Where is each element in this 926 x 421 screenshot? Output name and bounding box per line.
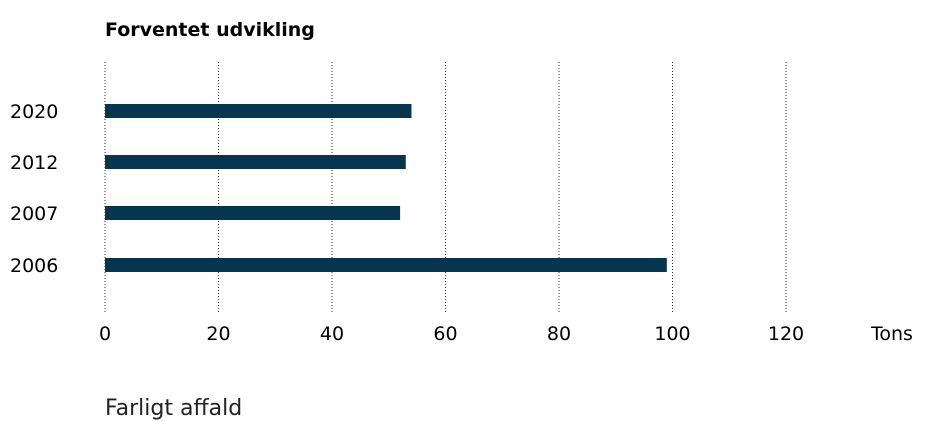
- x-tick-label: 40: [320, 323, 344, 345]
- gridlines: [104, 62, 787, 312]
- x-unit-label: Tons: [870, 323, 913, 345]
- chart-title: Forventet udvikling: [105, 19, 315, 41]
- category-labels: 2020 2012 2007 2006: [10, 101, 58, 277]
- category-label: 2007: [10, 203, 58, 225]
- bar-2006: [105, 258, 667, 272]
- bar-2007: [105, 206, 401, 220]
- bar-2020: [105, 104, 412, 118]
- x-tick-label: 80: [547, 323, 571, 345]
- bars: [105, 104, 667, 272]
- category-label: 2006: [10, 255, 58, 277]
- bar-2012: [105, 155, 406, 169]
- x-tick-labels: 0 20 40 60 80 100 120: [99, 323, 804, 345]
- x-tick-label: 60: [433, 323, 457, 345]
- x-tick-label: 100: [654, 323, 690, 345]
- caption: Farligt affald: [105, 396, 243, 421]
- x-tick-label: 20: [206, 323, 230, 345]
- category-label: 2012: [10, 152, 58, 174]
- x-tick-label: 0: [99, 323, 111, 345]
- x-tick-label: 120: [768, 323, 804, 345]
- category-label: 2020: [10, 101, 58, 123]
